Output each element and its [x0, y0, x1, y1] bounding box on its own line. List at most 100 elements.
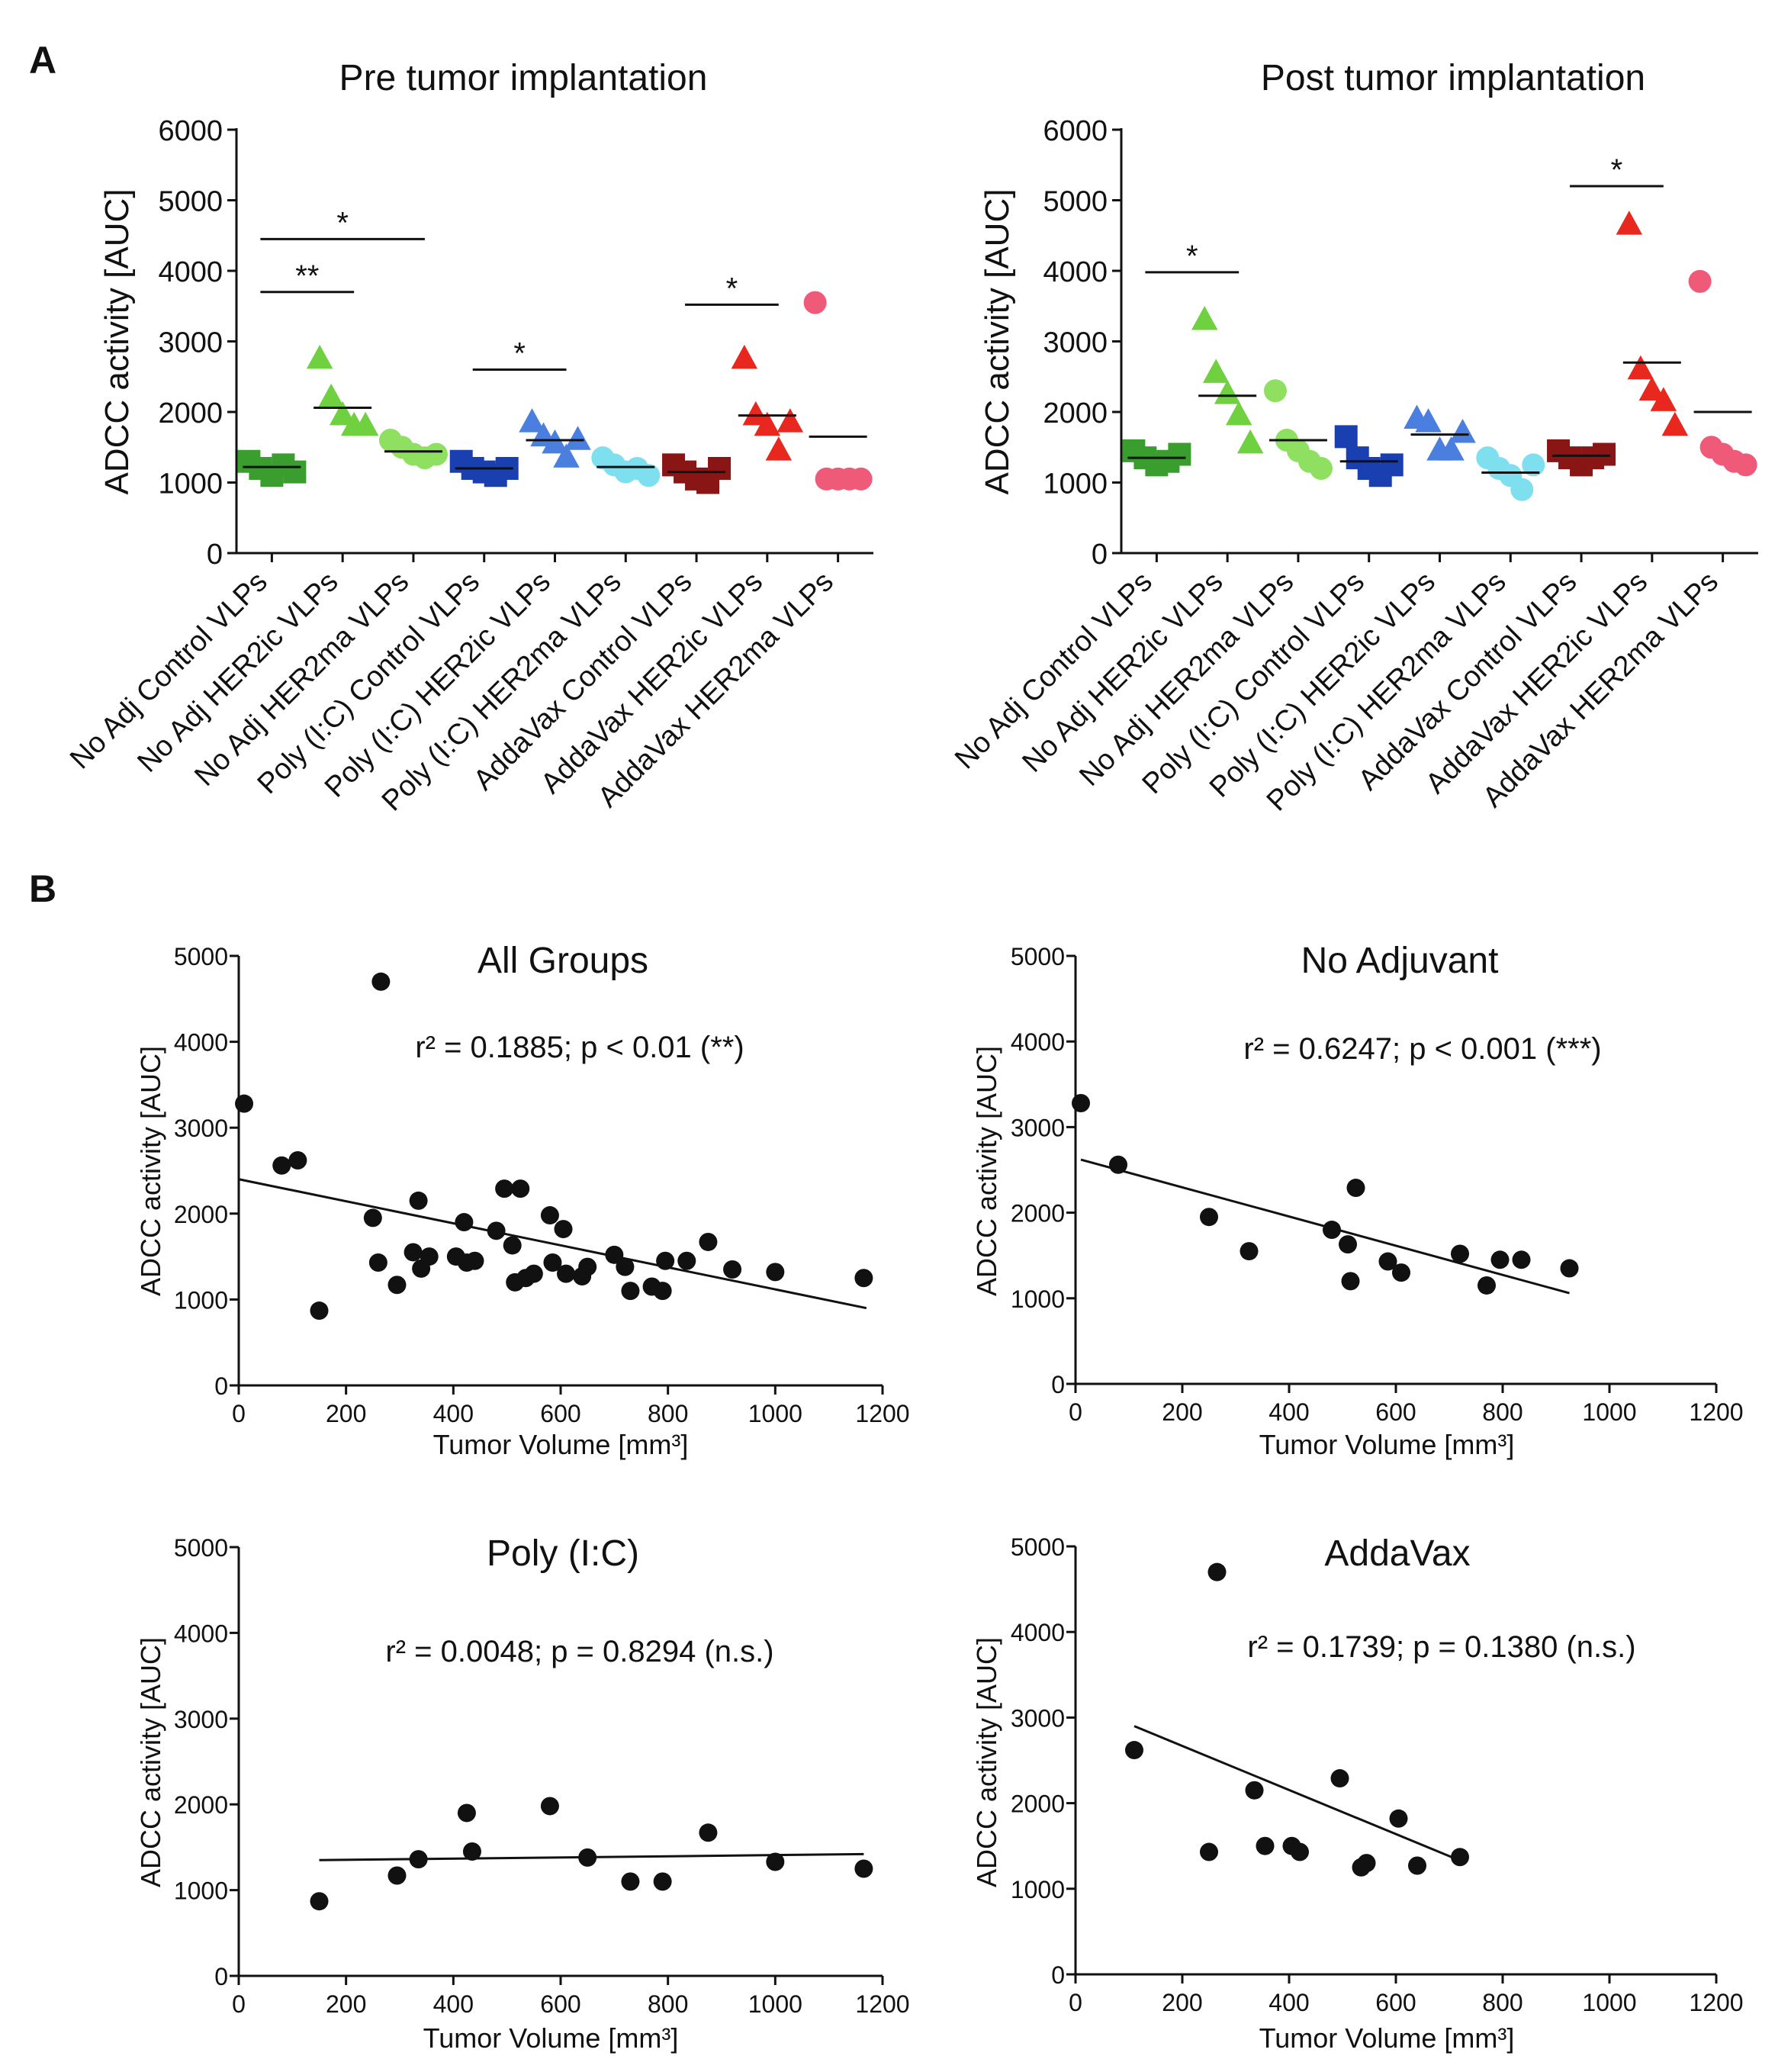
all-data-point — [511, 1179, 530, 1198]
addavax-x-tick-label: 800 — [1482, 1989, 1523, 2016]
polyic-data-point — [310, 1892, 329, 1911]
addavax-data-point — [1451, 1848, 1469, 1867]
post-data-point — [1593, 442, 1616, 466]
noadj-y-tick-label: 3000 — [1011, 1114, 1065, 1141]
pre-data-point — [777, 408, 804, 433]
all-x-tick-label: 400 — [433, 1400, 474, 1427]
all-data-point — [404, 1243, 423, 1262]
pre-data-point — [731, 344, 758, 369]
noadj-data-point — [1378, 1252, 1397, 1271]
addavax-data-point — [1408, 1856, 1426, 1875]
post-data-point — [1168, 442, 1191, 466]
pre-data-point — [424, 442, 448, 466]
all-y-tick-label: 3000 — [174, 1115, 228, 1142]
noadj-data-point — [1451, 1244, 1469, 1263]
all-data-point — [455, 1213, 474, 1232]
all-y-tick-label: 4000 — [174, 1029, 228, 1057]
polyic-data-point — [854, 1859, 873, 1878]
pre-significance-label: * — [726, 272, 738, 305]
no-adjuvant-chart: No Adjuvant r² = 0.6247; p < 0.001 (***) A… — [971, 941, 1744, 1460]
pre-significance-label: * — [513, 337, 526, 371]
noadj-x-tick-label: 600 — [1375, 1398, 1416, 1426]
all-data-point — [495, 1179, 514, 1198]
all-data-point — [371, 972, 391, 991]
post-data-point — [1510, 478, 1534, 501]
post-implantation-chart: Post tumor implantation ADCC activity [AU… — [949, 58, 1758, 817]
noadj-x-tick-label: 400 — [1268, 1398, 1309, 1426]
post-data-point — [1438, 436, 1465, 461]
post-data-point — [1616, 211, 1643, 235]
addavax-chart: AddaVax r² = 0.1739; p = 0.1380 (n.s.) ADC… — [971, 1533, 1744, 2054]
post-data-point — [1688, 269, 1712, 293]
all-data-point — [363, 1208, 382, 1227]
all-data-point — [288, 1150, 307, 1170]
addavax-y-tick-label: 3000 — [1011, 1704, 1065, 1732]
polyic-y-tick-label: 2000 — [174, 1791, 228, 1819]
all-data-point — [616, 1257, 635, 1276]
polyic-data-point — [387, 1866, 407, 1885]
all-data-point — [854, 1269, 873, 1288]
post-data-point — [1309, 457, 1333, 480]
all-data-point — [310, 1301, 329, 1321]
polyic-data-point — [457, 1803, 476, 1823]
addavax-data-point — [1357, 1854, 1376, 1873]
all-data-point — [272, 1156, 291, 1175]
noadj-regression-annotation: r² = 0.6247; p < 0.001 (***) — [1243, 1032, 1601, 1066]
all-regression-line — [238, 1178, 867, 1310]
post-data-point — [1449, 419, 1476, 443]
addavax-data-point — [1200, 1842, 1218, 1861]
noadj-y-tick-label: 1000 — [1011, 1285, 1065, 1313]
polyic-data-point — [766, 1852, 785, 1871]
post-data-point — [1415, 408, 1442, 433]
post-y-tick-label: 5000 — [1043, 186, 1108, 218]
all-data-point — [723, 1260, 742, 1279]
noadj-data-point — [1200, 1208, 1218, 1227]
polyic-y-axis-label: ADCC activity [AUC] — [135, 1637, 166, 1887]
post-significance-label: * — [1611, 153, 1623, 187]
addavax-data-point — [1291, 1842, 1309, 1861]
addavax-y-tick-label: 0 — [1051, 1961, 1065, 1989]
post-data-point — [1236, 429, 1264, 454]
all-data-point — [653, 1282, 672, 1301]
post-data-point — [1661, 411, 1689, 436]
post-y-tick-label: 3000 — [1043, 327, 1108, 359]
noadj-x-tick-label: 1200 — [1689, 1398, 1743, 1426]
all-data-point — [621, 1282, 640, 1301]
pre-data-point — [519, 408, 545, 433]
pre-y-tick-label: 4000 — [158, 256, 223, 288]
post-y-tick-label: 0 — [1092, 539, 1108, 571]
pre-data-point — [329, 401, 356, 426]
noadj-data-point — [1392, 1263, 1410, 1282]
pre-data-point — [637, 464, 661, 487]
addavax-regression-line — [1133, 1725, 1461, 1862]
polyic-data-point — [462, 1842, 481, 1861]
polyic-data-point — [540, 1797, 559, 1816]
post-y-tick-label: 1000 — [1043, 468, 1108, 500]
noadj-data-point — [1339, 1235, 1357, 1254]
pre-y-axis-label: ADCC activity [AUC] — [98, 189, 136, 495]
all-x-tick-label: 1200 — [855, 1400, 909, 1427]
post-title: Post tumor implantation — [1261, 58, 1645, 98]
all-y-tick-label: 1000 — [174, 1286, 228, 1314]
noadj-data-point — [1341, 1272, 1360, 1291]
all-data-point — [503, 1236, 522, 1255]
all-y-tick-label: 5000 — [174, 943, 228, 970]
post-data-point — [1627, 355, 1654, 380]
all-x-tick-label: 800 — [648, 1400, 688, 1427]
noadj-title: No Adjuvant — [1301, 941, 1499, 981]
addavax-y-tick-label: 2000 — [1011, 1790, 1065, 1818]
noadj-data-point — [1477, 1276, 1496, 1295]
all-data-point — [554, 1220, 573, 1239]
panel-label-a: A — [29, 39, 56, 82]
polyic-x-tick-label: 800 — [648, 1990, 688, 2018]
post-y-tick-label: 4000 — [1043, 256, 1108, 288]
all-data-point — [524, 1264, 543, 1283]
polyic-y-tick-label: 5000 — [174, 1534, 228, 1562]
noadj-data-point — [1346, 1179, 1365, 1198]
noadj-y-tick-label: 2000 — [1011, 1200, 1065, 1227]
pre-y-tick-label: 2000 — [158, 397, 223, 430]
all-x-tick-label: 0 — [232, 1400, 246, 1427]
post-data-point — [1334, 425, 1358, 449]
addavax-y-tick-label: 5000 — [1011, 1533, 1065, 1561]
